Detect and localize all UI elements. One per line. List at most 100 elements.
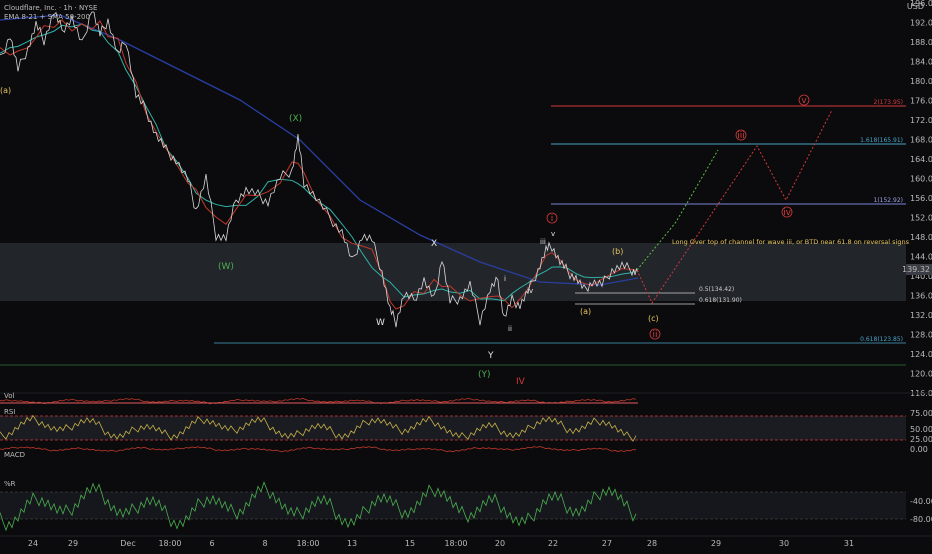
ema-fast-line — [0, 19, 639, 310]
time-tick: 28 — [647, 539, 657, 548]
wave-iii-circle: iii — [735, 129, 747, 141]
wave-iv-circle: iv — [781, 206, 793, 218]
fib-label-1: 1(152.92) — [874, 197, 904, 204]
price-tick: 128.00 — [910, 331, 932, 340]
wave-i-small: i — [504, 275, 506, 283]
fib-label-05: 0.5(134.42) — [699, 286, 734, 293]
svg-text:i: i — [551, 214, 554, 224]
rsi-label: RSI — [4, 408, 15, 416]
time-tick: 27 — [602, 539, 612, 548]
time-tick: 24 — [28, 539, 38, 548]
price-tick: 124.00 — [910, 350, 932, 359]
wave-X-paren: (X) — [289, 114, 302, 124]
price-tick: 152.00 — [910, 214, 932, 223]
macd-tick-0: 0.00 — [910, 445, 928, 454]
rsi-tick-50: 50.00 — [910, 425, 932, 434]
time-tick: 30 — [779, 539, 789, 548]
wave-Y-paren: (Y) — [478, 370, 491, 380]
last-price-tag: 139.32 — [902, 264, 932, 275]
wave-ii-small: ii — [508, 325, 512, 333]
wave-W: W — [376, 318, 385, 328]
fib-label-0618: 0.618(131.90) — [699, 297, 742, 304]
channel-zone — [0, 243, 906, 301]
macd-series — [0, 446, 637, 453]
wave-v-small: v — [551, 230, 555, 238]
price-tick: 176.00 — [910, 97, 932, 106]
time-tick: 31 — [844, 539, 854, 548]
price-tick: 172.00 — [910, 116, 932, 125]
macd-label: MACD — [4, 451, 25, 459]
fib-levels: 2(173.95) 1.618(165.91) 1(152.92) 0.5(13… — [0, 99, 906, 366]
fib-label-2: 2(173.95) — [874, 99, 904, 106]
price-tick: 120.00 — [910, 370, 932, 379]
price-tick: 164.00 — [910, 155, 932, 164]
fib-label-0618-low: 0.618(123.85) — [860, 336, 903, 343]
wave-b-paren: (b) — [612, 247, 623, 256]
price-tick: 192.00 — [910, 19, 932, 28]
price-tick: 168.00 — [910, 136, 932, 145]
wave-a-paren: (a) — [580, 307, 591, 316]
rsi-series — [0, 414, 637, 442]
currency-label: USD — [907, 2, 924, 11]
symbol-title: Cloudflare, Inc. · 1h · NYSE — [4, 4, 97, 12]
wave-v-circle: v — [798, 94, 810, 106]
price-tick: 140.00 — [910, 272, 932, 281]
price-tick: 188.00 — [910, 38, 932, 47]
wave-iii-small: iii — [540, 238, 546, 246]
time-tick: Dec — [120, 539, 135, 548]
price-axis[interactable]: 196.00 192.00 188.00 184.00 180.00 176.00 172.… — [910, 0, 932, 398]
volume-series — [0, 397, 637, 405]
wave-Y: Y — [487, 351, 494, 361]
wave-iv-small: iv — [527, 287, 533, 295]
price-tick: 136.00 — [910, 292, 932, 301]
price-tick: 180.00 — [910, 77, 932, 86]
projection-red — [636, 109, 833, 305]
time-tick: 18:00 — [444, 539, 467, 548]
time-tick: 15 — [405, 539, 415, 548]
price-line — [0, 11, 639, 328]
svg-text:v: v — [801, 96, 807, 106]
price-tick: 184.00 — [910, 58, 932, 67]
wave-W-paren: (W) — [218, 262, 234, 272]
wr-series — [0, 481, 637, 532]
time-tick: 29 — [68, 539, 78, 548]
time-tick: 20 — [495, 539, 505, 548]
price-tick: 196.00 — [910, 0, 932, 8]
wave-a-left: (a) — [0, 86, 11, 95]
time-tick: 29 — [711, 539, 721, 548]
wr-tick-40: -40.00 — [910, 497, 932, 506]
time-tick: 6 — [209, 539, 214, 548]
wave-X: X — [431, 239, 437, 249]
wave-i-circle: i — [546, 212, 558, 224]
wr-tick-80: -80.00 — [910, 515, 932, 524]
wave-ii-circle: ii — [649, 328, 661, 340]
fib-label-1618: 1.618(165.91) — [860, 137, 903, 144]
svg-text:iv: iv — [783, 208, 792, 218]
wr-label: %R — [4, 480, 16, 488]
projection-green — [636, 149, 719, 271]
time-tick: 8 — [262, 539, 267, 548]
vol-label: Vol — [4, 392, 15, 400]
rsi-tick-75: 75.00 — [910, 409, 932, 418]
trade-note: Long Over top of channel for wave iii, o… — [672, 238, 910, 246]
svg-text:ii: ii — [652, 330, 657, 340]
time-tick: 22 — [548, 539, 558, 548]
price-tick: 144.00 — [910, 253, 932, 262]
price-tick: 148.00 — [910, 233, 932, 242]
last-price-value: 139.32 — [902, 265, 930, 274]
ema-slow-line — [0, 23, 639, 302]
indicators-legend: EMA 8-21 + SMA 50-200 — [4, 13, 90, 21]
time-tick: 13 — [347, 539, 357, 548]
time-tick: 18:00 — [296, 539, 319, 548]
wave-IV: IV — [516, 377, 526, 387]
svg-text:iii: iii — [737, 131, 745, 141]
price-tick: 160.00 — [910, 175, 932, 184]
time-tick: 18:00 — [158, 539, 181, 548]
wave-c-paren: (c) — [648, 314, 659, 323]
wr-band — [0, 492, 906, 519]
price-tick: 132.00 — [910, 311, 932, 320]
time-axis[interactable]: 24 29 Dec 18:00 6 8 18:00 13 15 18:00 20 22 27 28 29 30… — [28, 539, 854, 548]
sma-line — [0, 14, 639, 286]
